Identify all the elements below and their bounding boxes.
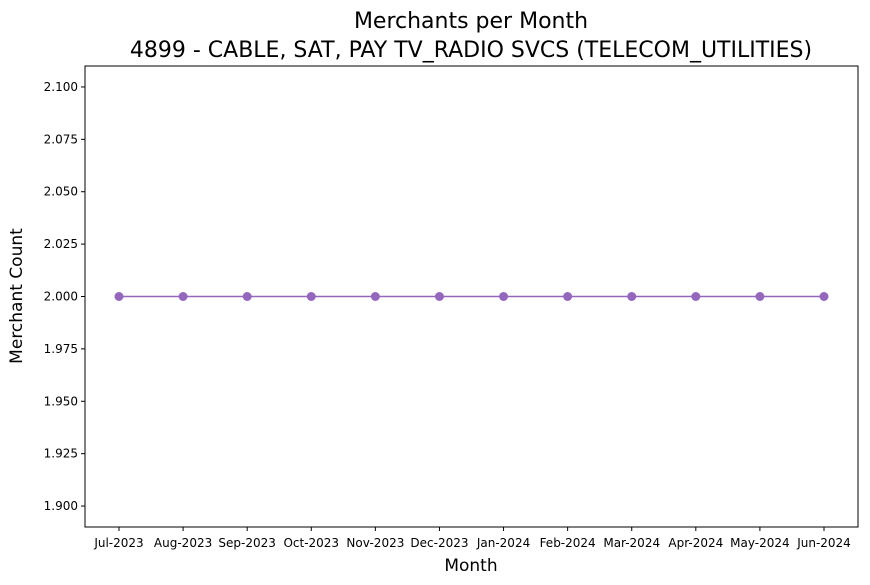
x-tick-label: Oct-2023 [283, 536, 339, 550]
y-tick-label: 1.900 [44, 499, 78, 513]
data-point [755, 292, 765, 301]
data-point [499, 292, 509, 301]
y-tick-label: 2.000 [44, 290, 78, 304]
y-tick-label: 2.050 [44, 185, 78, 199]
chart-subtitle: 4899 - CABLE, SAT, PAY TV_RADIO SVCS (TE… [130, 38, 812, 63]
data-point [114, 292, 124, 301]
series [114, 292, 829, 301]
x-tick-label: Jun-2024 [796, 536, 851, 550]
x-tick-label: Jan-2024 [476, 536, 530, 550]
chart-title: Merchants per Month [354, 9, 588, 34]
x-tick-label: Apr-2024 [668, 536, 723, 550]
y-axis-label: Merchant Count [7, 228, 27, 364]
y-tick-label: 2.075 [44, 132, 78, 146]
data-point [819, 292, 829, 301]
data-point [242, 292, 252, 301]
x-tick-label: Aug-2023 [154, 536, 212, 550]
data-point [306, 292, 316, 301]
y-tick-label: 1.975 [44, 342, 78, 356]
x-tick-label: Jul-2023 [93, 536, 143, 550]
y-tick-label: 1.950 [44, 394, 78, 408]
plot-area-frame [84, 65, 859, 528]
x-tick-label: Mar-2024 [603, 536, 660, 550]
y-tick-label: 1.925 [44, 447, 78, 461]
data-point [691, 292, 701, 301]
y-axis: 1.900 1.925 1.950 1.975 2.000 2.025 2.050 2.075… [44, 80, 85, 513]
data-point [434, 292, 444, 301]
x-tick-label: Nov-2023 [346, 536, 404, 550]
data-point [627, 292, 637, 301]
y-tick-label: 2.025 [44, 237, 78, 251]
data-point [370, 292, 380, 301]
x-tick-label: Sep-2023 [218, 536, 276, 550]
x-axis: Jul-2023 Aug-2023 Sep-2023 Oct-2023 Nov-2023… [93, 527, 851, 550]
x-axis-label: Month [444, 556, 497, 576]
y-tick-label: 2.100 [44, 80, 78, 94]
x-tick-label: Dec-2023 [410, 536, 468, 550]
data-point [178, 292, 188, 301]
data-point [563, 292, 573, 301]
x-tick-label: Feb-2024 [540, 536, 596, 550]
x-tick-label: May-2024 [730, 536, 789, 550]
